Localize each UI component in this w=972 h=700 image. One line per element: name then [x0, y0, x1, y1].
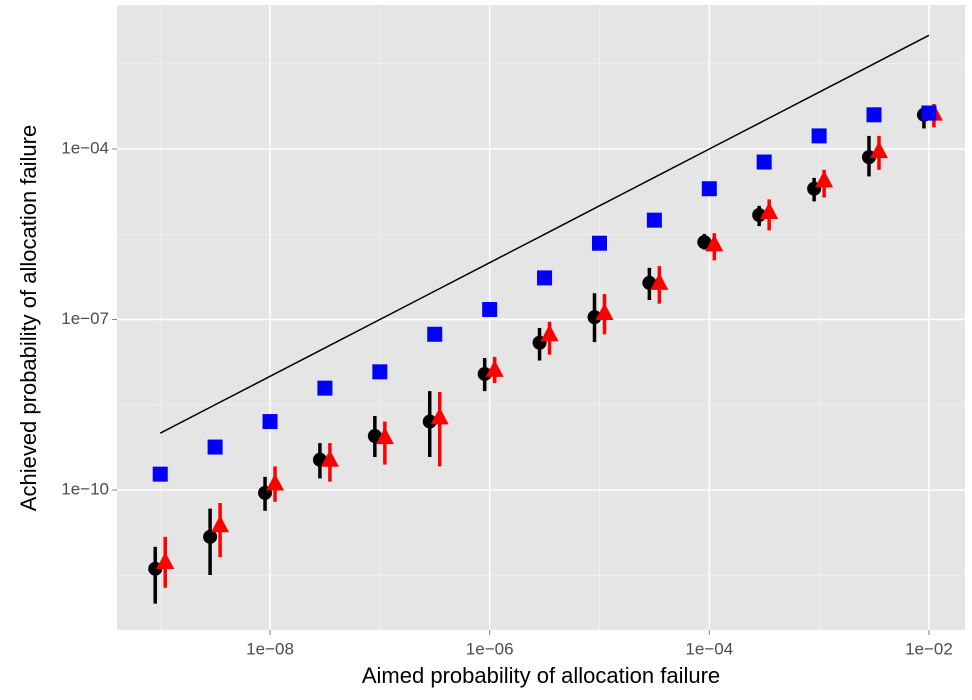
point — [595, 303, 614, 321]
point — [697, 235, 712, 250]
panel-background — [117, 5, 965, 630]
y-axis-title: Achieved probability of allocation failu… — [16, 125, 41, 511]
point — [760, 201, 779, 219]
point — [482, 301, 498, 317]
x-axis-title: Aimed probability of allocation failure — [362, 663, 720, 688]
point — [207, 439, 223, 455]
point — [156, 552, 175, 570]
y-tick-label: 1e−04 — [61, 138, 109, 157]
point — [427, 326, 443, 342]
point — [815, 170, 834, 188]
point — [320, 449, 339, 467]
reference-line — [159, 34, 930, 434]
y-tick-label: 1e−10 — [61, 479, 109, 498]
point — [317, 380, 333, 396]
point — [646, 212, 662, 228]
point — [701, 181, 717, 197]
x-tick-label: 1e−02 — [905, 639, 953, 658]
x-tick-label: 1e−06 — [466, 639, 514, 658]
y-tick-label: 1e−07 — [61, 309, 109, 328]
point — [485, 359, 504, 377]
point — [477, 366, 492, 381]
point — [705, 234, 724, 252]
point — [540, 324, 559, 342]
point — [211, 515, 230, 533]
point — [422, 414, 437, 429]
x-tick-label: 1e−08 — [246, 639, 294, 658]
point — [587, 310, 602, 325]
point — [375, 427, 394, 445]
point — [262, 414, 278, 430]
point — [869, 141, 888, 159]
x-tick-label: 1e−04 — [685, 639, 733, 658]
point — [203, 529, 218, 544]
point — [266, 473, 285, 491]
point — [430, 407, 449, 425]
point — [921, 105, 937, 121]
point — [152, 466, 168, 482]
point — [811, 128, 827, 144]
point — [866, 107, 882, 123]
point — [591, 235, 607, 251]
point — [650, 272, 669, 290]
point — [756, 154, 772, 170]
point — [537, 270, 553, 286]
point — [372, 364, 388, 380]
